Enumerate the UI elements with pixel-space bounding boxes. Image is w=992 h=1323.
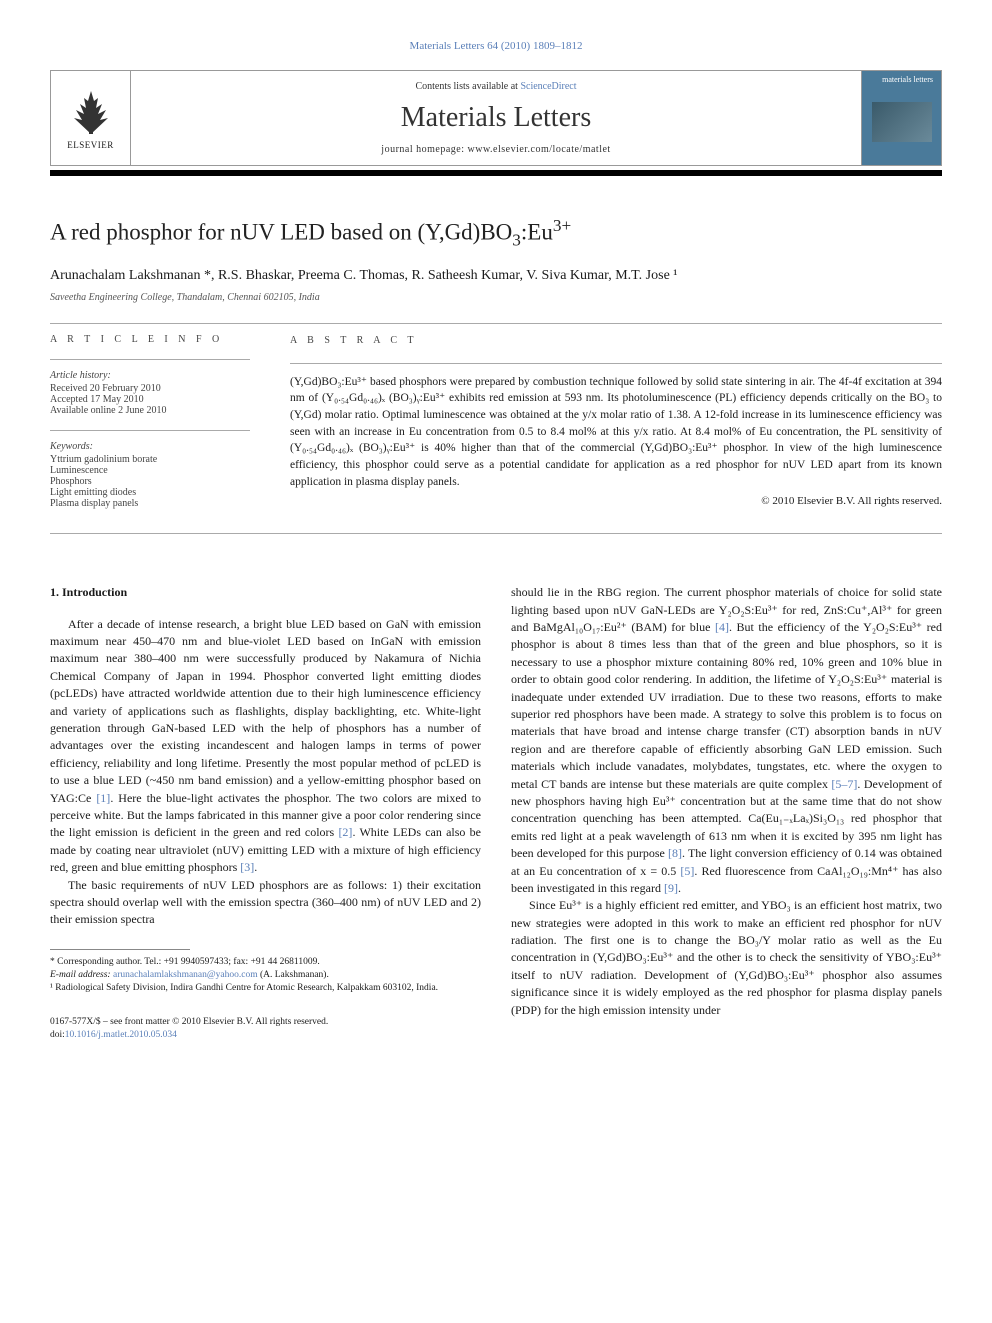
text-run: . [678, 881, 681, 895]
email-link[interactable]: arunachalamlakshmanan@yahoo.com [113, 970, 258, 980]
citation-link[interactable]: [4] [715, 620, 729, 634]
text-run: After a decade of intense research, a br… [50, 617, 481, 805]
body-paragraph: The basic requirements of nUV LED phosph… [50, 877, 481, 929]
abstract-copyright: © 2010 Elsevier B.V. All rights reserved… [290, 494, 942, 510]
keyword: Light emitting diodes [50, 487, 250, 498]
article-history-block: Article history: Received 20 February 20… [50, 370, 250, 416]
keywords-header: Keywords: [50, 441, 250, 452]
text-run: . [254, 860, 257, 874]
affiliation: Saveetha Engineering College, Thandalam,… [50, 292, 942, 303]
history-header: Article history: [50, 370, 250, 381]
publisher-logo-cell: ELSEVIER [51, 71, 131, 165]
issn-copyright-line: 0167-577X/$ – see front matter © 2010 El… [50, 1016, 481, 1029]
email-label: E-mail address: [50, 970, 113, 980]
citation-link[interactable]: [9] [664, 881, 678, 895]
journal-header: ELSEVIER Contents lists available at Sci… [50, 70, 942, 166]
email-line: E-mail address: arunachalamlakshmanan@ya… [50, 969, 481, 982]
contents-prefix: Contents lists available at [415, 81, 520, 92]
info-abstract-row: A R T I C L E I N F O Article history: R… [50, 334, 942, 523]
title-part2: :Eu [521, 220, 553, 245]
bottom-meta: 0167-577X/$ – see front matter © 2010 El… [50, 1016, 481, 1043]
keyword: Phosphors [50, 476, 250, 487]
citation-link[interactable]: [8] [668, 846, 682, 860]
footnote-separator [50, 949, 190, 950]
citation-link[interactable]: [5–7] [831, 777, 857, 791]
online-date: Available online 2 June 2010 [50, 405, 250, 416]
journal-cover-cell: materials letters [861, 71, 941, 165]
body-columns: 1. Introduction After a decade of intens… [50, 584, 942, 1042]
body-paragraph: should lie in the RBG region. The curren… [511, 584, 942, 897]
email-suffix: (A. Lakshmanan). [258, 970, 329, 980]
title-sup1: 3+ [553, 216, 571, 235]
body-paragraph: After a decade of intense research, a br… [50, 616, 481, 877]
homepage-url: www.elsevier.com/locate/matlet [468, 144, 611, 155]
abstract-column: A B S T R A C T (Y,Gd)BO₃:Eu³⁺ based pho… [290, 334, 942, 523]
footnotes-block: * Corresponding author. Tel.: +91 994059… [50, 956, 481, 996]
cover-thumbnail [872, 102, 932, 142]
header-divider-bar [50, 170, 942, 176]
title-sub1: 3 [512, 230, 521, 249]
keyword: Plasma display panels [50, 498, 250, 509]
text-run: . But the efficiency of the Y₂O₂S:Eu³⁺ r… [511, 620, 942, 791]
body-column-right: should lie in the RBG region. The curren… [511, 584, 942, 1042]
body-paragraph: Since Eu³⁺ is a highly efficient red emi… [511, 897, 942, 1019]
abstract-text: (Y,Gd)BO₃:Eu³⁺ based phosphors were prep… [290, 374, 942, 491]
article-info-label: A R T I C L E I N F O [50, 334, 250, 345]
header-center: Contents lists available at ScienceDirec… [131, 71, 861, 165]
divider [50, 430, 250, 431]
homepage-prefix: journal homepage: [381, 144, 467, 155]
journal-title: Materials Letters [141, 102, 851, 134]
citation-link[interactable]: [3] [240, 860, 254, 874]
publisher-name: ELSEVIER [67, 140, 114, 150]
title-part1: A red phosphor for nUV LED based on (Y,G… [50, 220, 512, 245]
body-column-left: 1. Introduction After a decade of intens… [50, 584, 481, 1042]
keyword: Yttrium gadolinium borate [50, 454, 250, 465]
accepted-date: Accepted 17 May 2010 [50, 394, 250, 405]
citation-link[interactable]: [1] [96, 791, 110, 805]
doi-line: doi:10.1016/j.matlet.2010.05.034 [50, 1029, 481, 1042]
article-info-column: A R T I C L E I N F O Article history: R… [50, 334, 250, 523]
author-affiliation-note: ¹ Radiological Safety Division, Indira G… [50, 982, 481, 995]
citation-link[interactable]: [5] [680, 864, 694, 878]
divider [50, 533, 942, 534]
keywords-block: Keywords: Yttrium gadolinium borate Lumi… [50, 441, 250, 509]
divider [50, 323, 942, 324]
authors-line: Arunachalam Lakshmanan *, R.S. Bhaskar, … [50, 268, 942, 284]
journal-reference: Materials Letters 64 (2010) 1809–1812 [50, 40, 942, 52]
citation-link[interactable]: [2] [338, 825, 352, 839]
abstract-label: A B S T R A C T [290, 334, 942, 349]
contents-line: Contents lists available at ScienceDirec… [141, 81, 851, 92]
cover-label: materials letters [882, 75, 933, 84]
sciencedirect-link[interactable]: ScienceDirect [520, 81, 576, 92]
elsevier-tree-icon [66, 86, 116, 136]
corresponding-author-note: * Corresponding author. Tel.: +91 994059… [50, 956, 481, 969]
doi-label: doi: [50, 1030, 65, 1040]
divider [290, 363, 942, 364]
introduction-heading: 1. Introduction [50, 584, 481, 601]
article-title: A red phosphor for nUV LED based on (Y,G… [50, 216, 942, 250]
doi-link[interactable]: 10.1016/j.matlet.2010.05.034 [65, 1030, 177, 1040]
received-date: Received 20 February 2010 [50, 383, 250, 394]
divider [50, 359, 250, 360]
keyword: Luminescence [50, 465, 250, 476]
homepage-line: journal homepage: www.elsevier.com/locat… [141, 144, 851, 155]
